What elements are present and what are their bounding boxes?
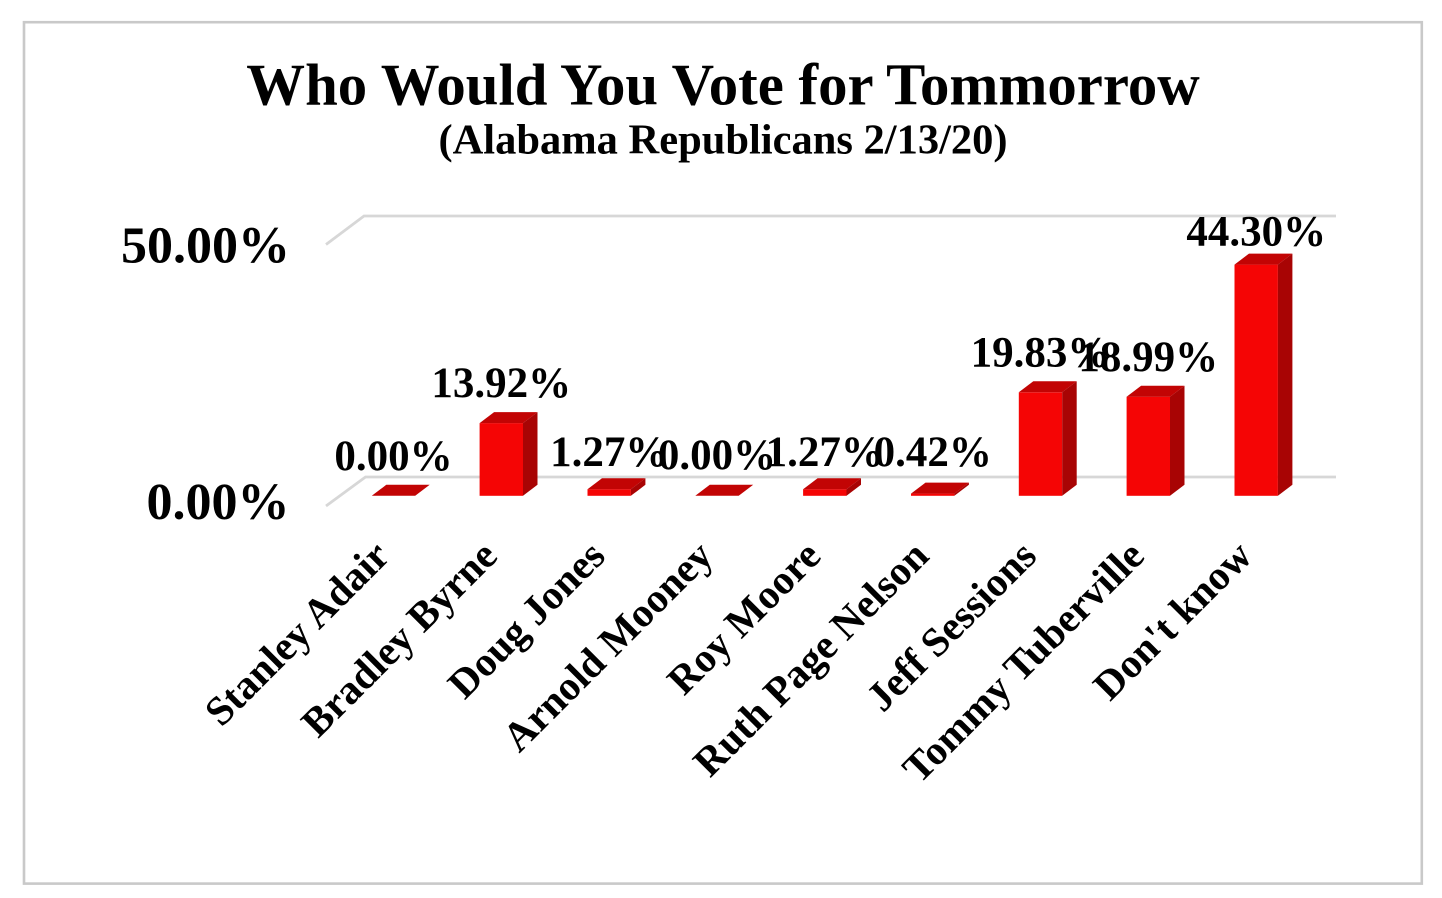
svg-text:18.99%: 18.99% — [1078, 334, 1218, 381]
svg-text:0.00%: 0.00% — [147, 474, 290, 531]
svg-text:0.00%: 0.00% — [658, 432, 776, 479]
svg-text:50.00%: 50.00% — [121, 218, 290, 275]
svg-text:0.00%: 0.00% — [334, 433, 452, 480]
svg-text:19.83%: 19.83% — [971, 330, 1111, 377]
svg-text:0.42%: 0.42% — [874, 429, 992, 476]
svg-text:13.92%: 13.92% — [431, 360, 571, 407]
svg-text:(Alabama Republicans 2/13/20): (Alabama Republicans 2/13/20) — [438, 116, 1007, 163]
svg-text:1.27%: 1.27% — [550, 429, 668, 476]
svg-text:Who Would You Vote for Tommorr: Who Would You Vote for Tommorrow — [246, 53, 1200, 118]
svg-text:1.27%: 1.27% — [766, 429, 884, 476]
svg-text:44.30%: 44.30% — [1186, 209, 1326, 256]
